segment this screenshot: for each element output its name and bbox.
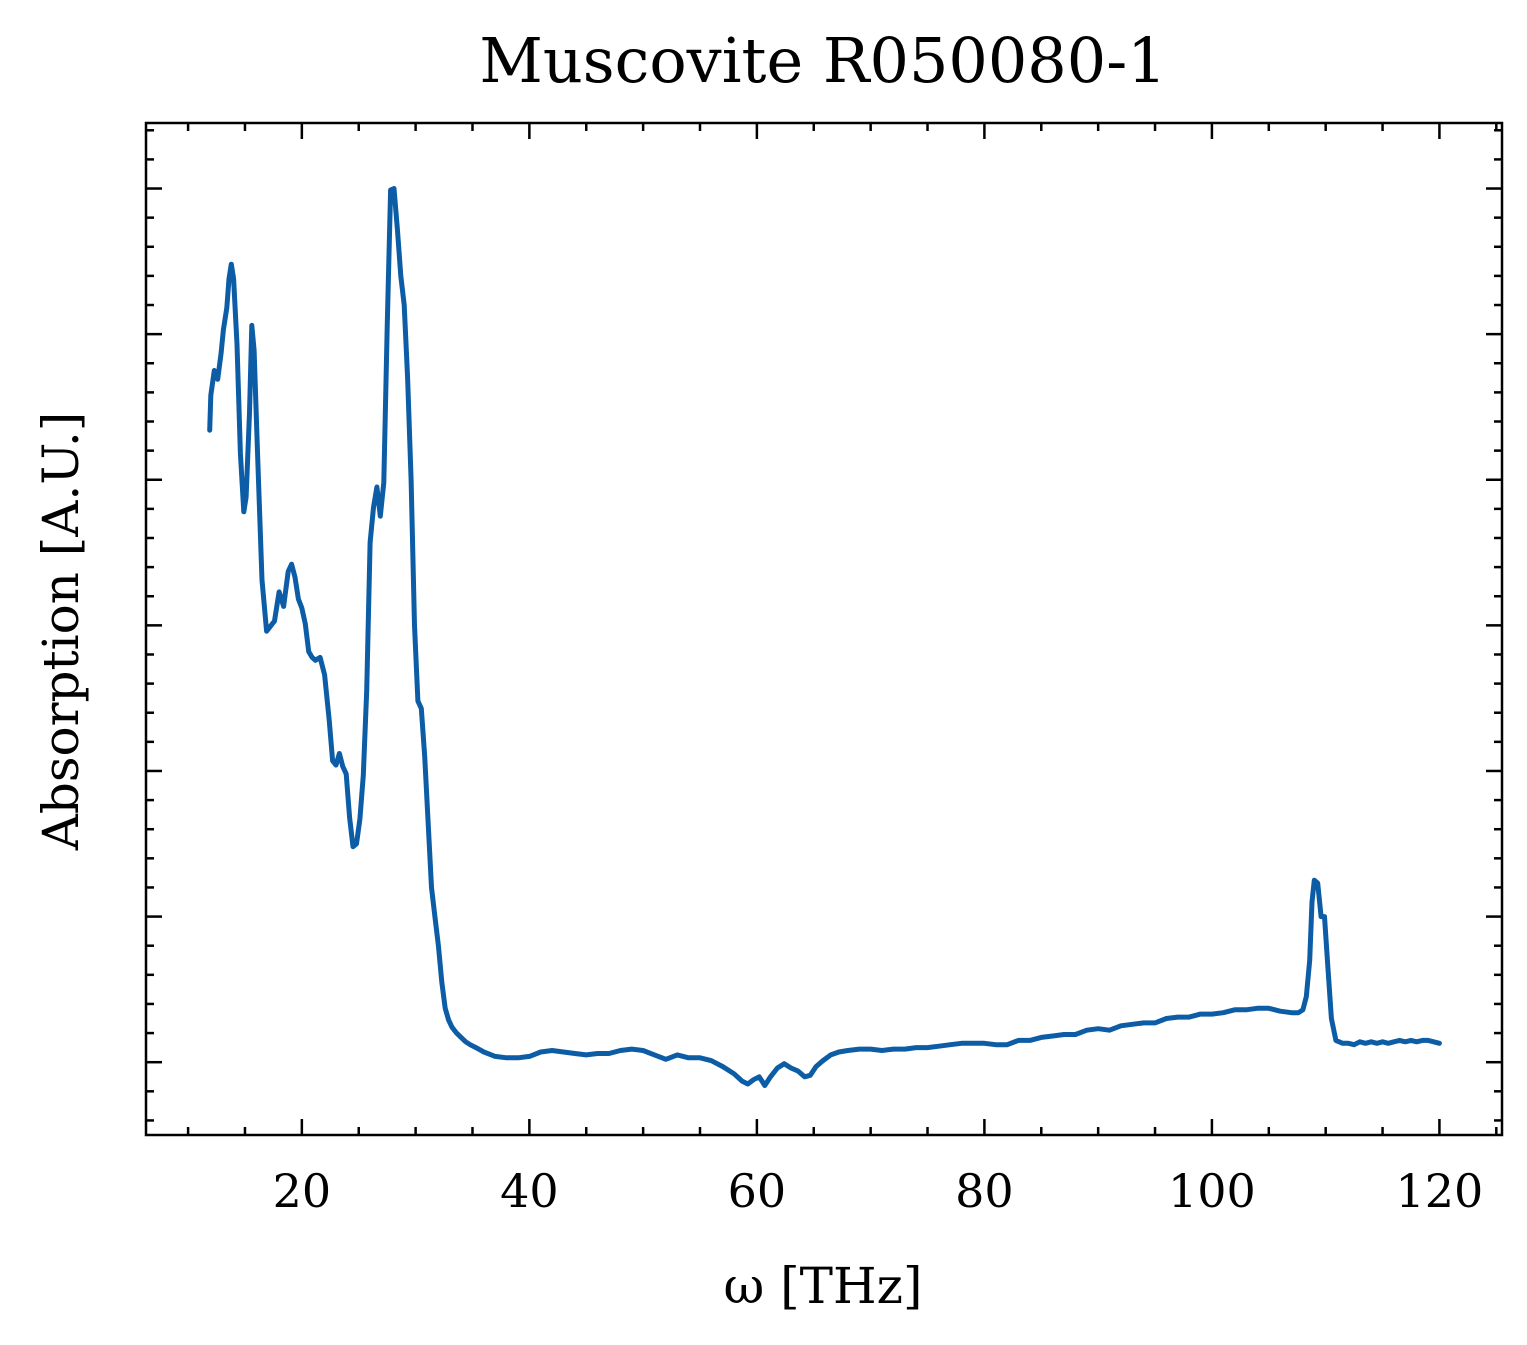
x-tick-label: 100 bbox=[1168, 1164, 1256, 1218]
x-tick-label: 80 bbox=[955, 1164, 1014, 1218]
chart-title: Muscovite R050080-1 bbox=[479, 24, 1166, 97]
x-axis-label: ω [THz] bbox=[724, 1257, 923, 1315]
x-tick-label: 40 bbox=[500, 1164, 559, 1218]
series-layer bbox=[207, 186, 1442, 1088]
x-tick-labels: 20 40 60 80 100 120 bbox=[273, 1164, 1484, 1218]
ticks bbox=[146, 123, 1502, 1135]
x-tick-label: 60 bbox=[728, 1164, 787, 1218]
x-tick-label: 20 bbox=[273, 1164, 332, 1218]
x-tick-label: 120 bbox=[1396, 1164, 1484, 1218]
y-axis-label: Absorption [A.U.] bbox=[32, 412, 90, 852]
absorption-series-line bbox=[207, 186, 1442, 1088]
plot-frame bbox=[144, 121, 1504, 1137]
